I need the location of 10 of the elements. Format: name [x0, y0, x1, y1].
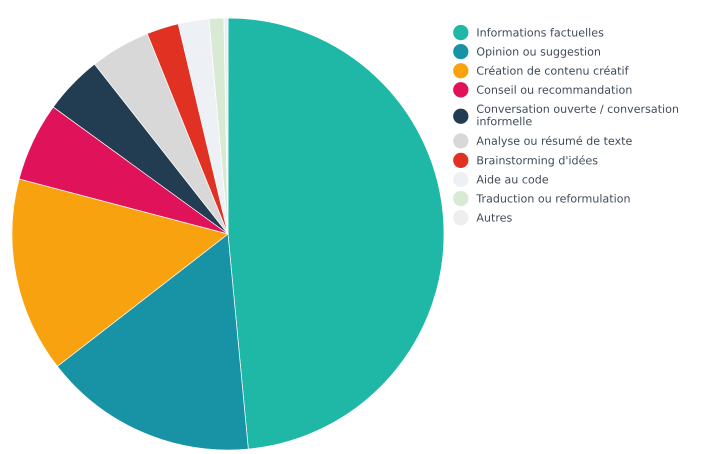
legend-label: Conseil ou recommandation	[476, 85, 632, 94]
legend-label: Brainstorming d'idées	[477, 155, 598, 167]
legend-label: Analyse ou résumé de texte	[476, 136, 632, 148]
legend-label: Informations factuelles	[477, 28, 604, 37]
legend-label: Autres	[476, 213, 512, 222]
legend-label: Création de contenu créatif	[476, 66, 629, 75]
legend-label: Opinion ou suggestion	[476, 47, 600, 58]
legend-label: Traduction ou reformulation	[476, 194, 630, 203]
legend-label: Conversation ouverte / conversation informelle	[476, 104, 678, 126]
legend-label: Aide au code	[476, 174, 548, 184]
